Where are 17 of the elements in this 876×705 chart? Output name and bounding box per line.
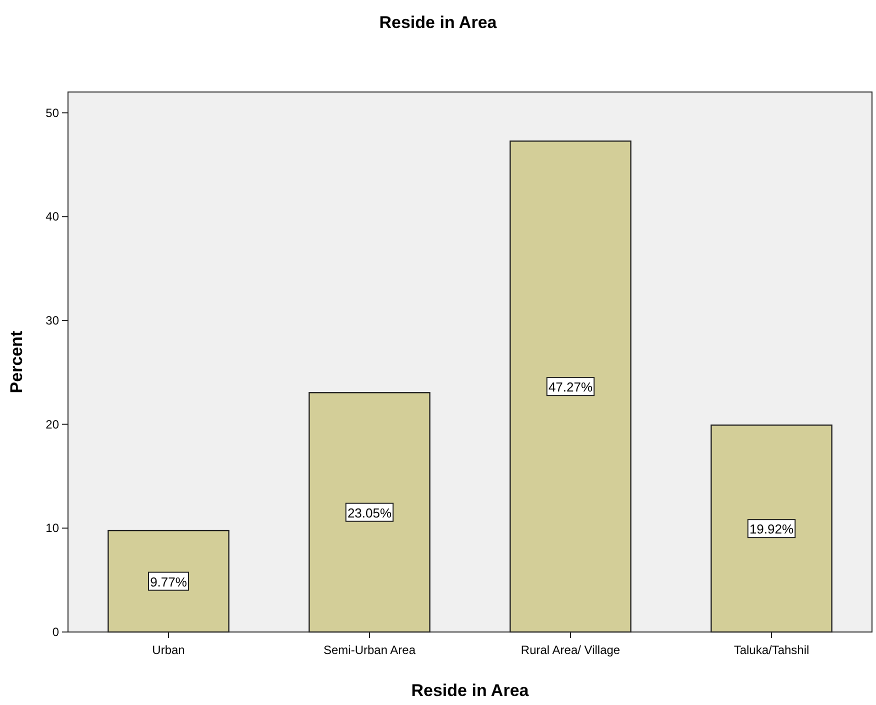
data-label: 47.27% [548,380,593,395]
y-tick-label: 30 [46,313,60,328]
x-tick-label: Urban [152,643,185,657]
y-tick-label: 40 [46,210,60,224]
x-axis-title: Reside in Area [411,681,530,700]
x-tick-label: Taluka/Tahshil [734,643,810,657]
x-tick-label: Rural Area/ Village [520,643,620,657]
data-label: 9.77% [150,574,188,590]
y-tick-label: 20 [46,417,60,432]
y-tick-label: 50 [46,106,60,120]
y-tick-label: 10 [46,521,60,536]
data-label: 19.92% [749,522,794,537]
chart-title: Reside in Area [379,13,498,32]
y-axis-title: Percent [7,330,26,394]
x-tick-label: Semi-Urban Area [323,643,416,657]
data-label: 23.05% [347,505,392,520]
y-tick-label: 0 [52,625,60,639]
